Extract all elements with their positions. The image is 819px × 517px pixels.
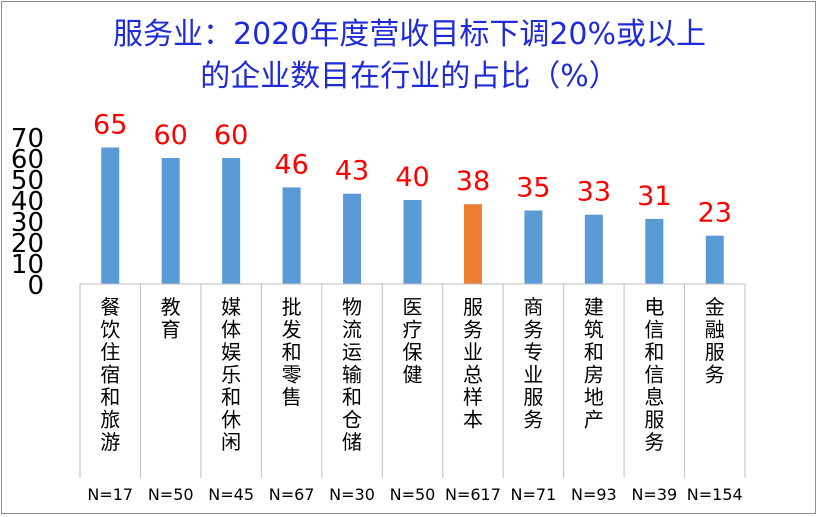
sample-size-label: N=45 [208, 485, 254, 504]
category-label: 批发和零售 [282, 295, 302, 409]
bar [645, 218, 664, 284]
bar [524, 210, 543, 284]
bar [161, 158, 180, 284]
category-label: 电信和信息服务 [644, 295, 664, 454]
sample-size-label: N=71 [511, 485, 557, 504]
y-tick-label: 70 [11, 124, 44, 154]
category-label: 商务专业服务 [523, 295, 543, 432]
sample-size-label: N=17 [87, 485, 133, 504]
data-label: 40 [395, 162, 429, 193]
data-label: 33 [577, 177, 611, 208]
data-label: 65 [93, 110, 127, 141]
bar [705, 235, 724, 284]
data-label: 60 [154, 120, 188, 151]
bar [101, 147, 120, 284]
chart-title-line-2: 的企业数目在行业的占比（%） [200, 59, 619, 94]
data-label: 43 [335, 156, 369, 187]
data-label: 35 [516, 173, 550, 204]
category-label: 餐饮住宿和旅游 [100, 295, 120, 454]
category-label: 建筑和房地产 [584, 295, 604, 432]
category-label: 媒体娱乐和休闲 [221, 295, 241, 454]
y-tick-label: 20 [11, 229, 44, 259]
bar [222, 158, 241, 284]
category-label: 金融服务 [705, 295, 725, 387]
sample-size-label: N=50 [390, 485, 436, 504]
sample-size-label: N=39 [631, 485, 677, 504]
category-label: 物流运输和仓储 [342, 295, 362, 454]
chart-title-line-1: 服务业：2020年度营收目标下调20%或以上 [112, 17, 707, 52]
sample-size-label: N=30 [329, 485, 375, 504]
sample-size-label: N=93 [571, 485, 617, 504]
sample-size-label: N=154 [687, 485, 743, 504]
sample-size-label: N=617 [445, 485, 501, 504]
y-tick-label: 10 [11, 250, 44, 280]
data-label: 38 [456, 166, 490, 197]
y-tick-label: 30 [11, 208, 44, 238]
bar [282, 187, 301, 284]
y-tick-label: 0 [27, 271, 44, 301]
sample-size-label: N=67 [269, 485, 315, 504]
data-label: 46 [274, 149, 308, 180]
data-label: 23 [698, 198, 732, 229]
bar [403, 200, 422, 284]
category-label: 医疗保健 [403, 295, 423, 387]
sample-size-label: N=50 [148, 485, 194, 504]
data-label: 60 [214, 120, 248, 151]
bar [584, 214, 603, 284]
y-tick-label: 50 [11, 166, 44, 196]
bar [343, 193, 362, 284]
category-label: 服务业总样本 [463, 295, 483, 432]
category-label: 教育 [161, 295, 181, 342]
y-tick-label: 60 [11, 145, 44, 175]
y-tick-label: 40 [11, 187, 44, 217]
chart-title: 服务业：2020年度营收目标下调20%或以上 的企业数目在行业的占比（%） [0, 14, 819, 98]
bar [463, 204, 482, 284]
data-label: 31 [637, 181, 671, 212]
